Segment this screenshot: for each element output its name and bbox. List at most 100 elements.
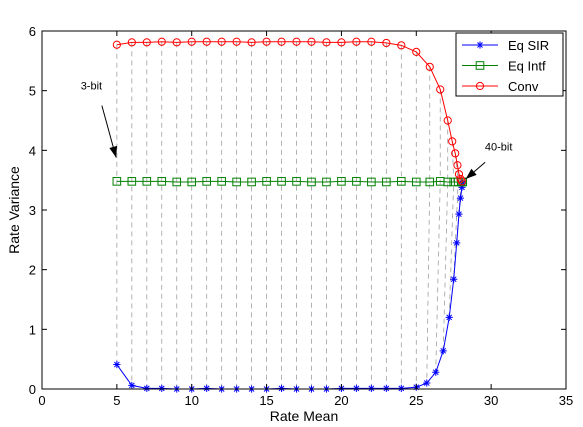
- y-tick-label: 6: [29, 24, 36, 39]
- data-point-eq-sir: [459, 179, 467, 187]
- legend-entries: [462, 41, 498, 91]
- data-point-conv: [453, 161, 462, 170]
- data-point-eq-intf: [172, 177, 182, 187]
- x-tick-label: 20: [334, 393, 348, 408]
- data-point-eq-sir: [453, 239, 461, 247]
- data-point-eq-sir: [458, 183, 466, 191]
- data-point-eq-sir: [450, 275, 458, 283]
- axes: 0 5 10 15 20 25 30 35 0 1 2 3 4 5 6: [29, 24, 573, 408]
- data-point-eq-sir: [203, 384, 211, 393]
- data-point-eq-intf: [127, 177, 137, 186]
- data-point-eq-intf: [337, 177, 346, 186]
- data-point-eq-sir: [382, 384, 390, 393]
- data-point-eq-sir: [439, 347, 447, 355]
- data-point-eq-sir: [432, 368, 440, 376]
- legend-label-conv: Conv: [508, 79, 539, 94]
- data-point-eq-sir: [455, 210, 463, 218]
- data-point-conv: [425, 62, 434, 71]
- data-point-eq-intf: [187, 177, 197, 187]
- data-point-eq-sir: [423, 379, 431, 387]
- data-point-conv: [337, 38, 346, 47]
- data-point-conv: [456, 174, 465, 184]
- data-point-eq-intf: [247, 177, 256, 187]
- data-point-eq-intf: [367, 177, 376, 187]
- data-point-conv: [172, 38, 181, 47]
- annotation-40-bit: 40-bit: [485, 141, 513, 153]
- y-axis-label: Rate Variance: [6, 166, 22, 254]
- data-point-conv: [457, 177, 467, 186]
- data-point-conv: [352, 37, 361, 46]
- data-point-conv: [322, 38, 331, 47]
- data-point-conv: [187, 37, 196, 46]
- data-point-conv: [397, 41, 406, 50]
- data-point-conv: [202, 37, 211, 46]
- data-point-conv: [112, 40, 121, 49]
- annotation-arrow-head: [465, 168, 477, 179]
- data-point-eq-sir: [352, 384, 360, 393]
- y-tick-label: 0: [29, 382, 36, 397]
- data-point-conv: [448, 137, 457, 146]
- data-point-eq-intf: [262, 177, 271, 186]
- data-point-conv: [247, 38, 256, 47]
- data-point-eq-intf: [157, 177, 167, 186]
- data-point-conv: [262, 37, 271, 46]
- series-line-conv: [116, 41, 463, 182]
- data-point-eq-sir: [277, 384, 286, 393]
- data-point-conv: [157, 37, 166, 46]
- data-point-eq-sir: [456, 194, 465, 202]
- dashed-connector: [442, 120, 449, 351]
- data-point-eq-intf: [202, 177, 211, 186]
- series-conv: [112, 37, 467, 186]
- data-point-conv: [127, 38, 136, 47]
- data-point-eq-intf: [292, 177, 301, 186]
- data-point-eq-intf: [112, 177, 122, 186]
- data-point-conv: [443, 116, 452, 125]
- x-tick-label: 10: [184, 393, 198, 408]
- data-point-conv: [454, 170, 464, 179]
- x-tick-label: 5: [113, 393, 120, 408]
- data-point-eq-intf: [382, 177, 391, 187]
- data-point-eq-sir: [128, 381, 136, 390]
- data-point-eq-intf: [425, 177, 435, 187]
- data-point-eq-intf: [277, 177, 286, 186]
- data-point-conv: [217, 37, 226, 46]
- data-point-eq-intf: [322, 177, 331, 187]
- series-layer: [112, 37, 467, 393]
- y-tick-label: 1: [29, 322, 36, 337]
- legend-marker-conv: [475, 81, 485, 91]
- y-tick-label: 2: [29, 263, 36, 278]
- data-point-eq-intf: [217, 177, 226, 186]
- y-tick-label: 5: [29, 84, 36, 99]
- x-tick-label: 30: [484, 393, 498, 408]
- data-point-eq-sir: [158, 384, 166, 393]
- dashed-connector: [426, 66, 431, 384]
- y-tick-label: 3: [29, 203, 36, 218]
- data-point-conv: [412, 47, 421, 56]
- x-tick-label: 0: [38, 393, 45, 408]
- data-point-conv: [307, 37, 316, 46]
- data-point-conv: [436, 85, 445, 94]
- data-point-eq-intf: [232, 177, 241, 187]
- data-point-eq-sir: [445, 313, 453, 321]
- data-point-eq-intf: [142, 177, 152, 186]
- annotation-3-bit: 3-bit: [81, 80, 102, 92]
- data-point-conv: [292, 37, 301, 46]
- legend-label-eq-intf: Eq Intf: [508, 59, 546, 74]
- x-axis-label: Rate Mean: [270, 408, 338, 424]
- annotation-arrow-head: [109, 145, 118, 158]
- legend-label-eq-sir: Eq SIR: [508, 38, 549, 53]
- legend-marker-eq-intf: [475, 61, 485, 70]
- data-point-eq-intf: [443, 177, 453, 187]
- data-point-conv: [382, 38, 391, 48]
- data-point-conv: [367, 37, 376, 46]
- x-tick-label: 35: [559, 393, 573, 408]
- data-point-eq-sir: [397, 384, 405, 393]
- series-eq-intf: [112, 177, 467, 187]
- data-point-conv: [142, 38, 151, 47]
- data-point-eq-sir: [367, 384, 375, 393]
- data-point-eq-intf: [397, 177, 406, 186]
- x-tick-label: 25: [409, 393, 423, 408]
- data-point-eq-intf: [411, 177, 421, 187]
- data-point-eq-intf: [307, 177, 316, 187]
